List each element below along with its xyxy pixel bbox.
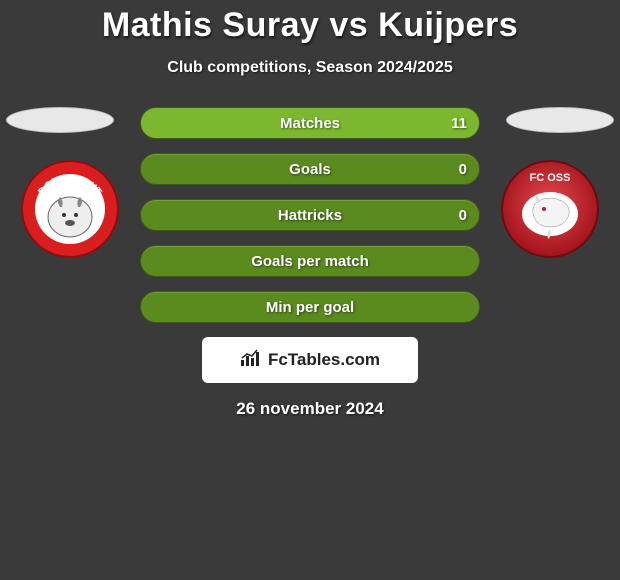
date-label: 26 november 2024 xyxy=(0,399,620,419)
chart-icon xyxy=(240,349,262,372)
stat-label: Hattricks xyxy=(278,207,342,224)
stat-label: Matches xyxy=(280,115,340,132)
page-title: Mathis Suray vs Kuijpers xyxy=(0,0,620,45)
footer-logo-box: FcTables.com xyxy=(202,337,418,383)
stats-list: Matches 11 Goals 0 Hattricks 0 Goals per match… xyxy=(140,107,480,323)
right-ellipse xyxy=(506,107,614,133)
stat-value: 11 xyxy=(451,115,467,132)
stat-row: Matches 11 xyxy=(140,107,480,139)
stat-row: Goals per match xyxy=(140,245,480,277)
right-team-badge: FC OSS xyxy=(500,159,600,259)
stat-row: Min per goal xyxy=(140,291,480,323)
footer-site-name: FcTables.com xyxy=(268,350,380,370)
left-team-badge: FC DORDRECHT xyxy=(20,159,120,259)
stat-value: 0 xyxy=(459,161,467,178)
stat-row: Goals 0 xyxy=(140,153,480,185)
stat-label: Min per goal xyxy=(266,299,354,316)
right-badge-text: FC OSS xyxy=(530,172,571,184)
stat-label: Goals per match xyxy=(251,253,369,270)
subtitle: Club competitions, Season 2024/2025 xyxy=(0,59,620,77)
stat-value: 0 xyxy=(459,207,467,224)
left-ellipse xyxy=(6,107,114,133)
content-area: FC DORDRECHT FC OSS xyxy=(0,107,620,323)
stat-row: Hattricks 0 xyxy=(140,199,480,231)
stat-label: Goals xyxy=(289,161,331,178)
